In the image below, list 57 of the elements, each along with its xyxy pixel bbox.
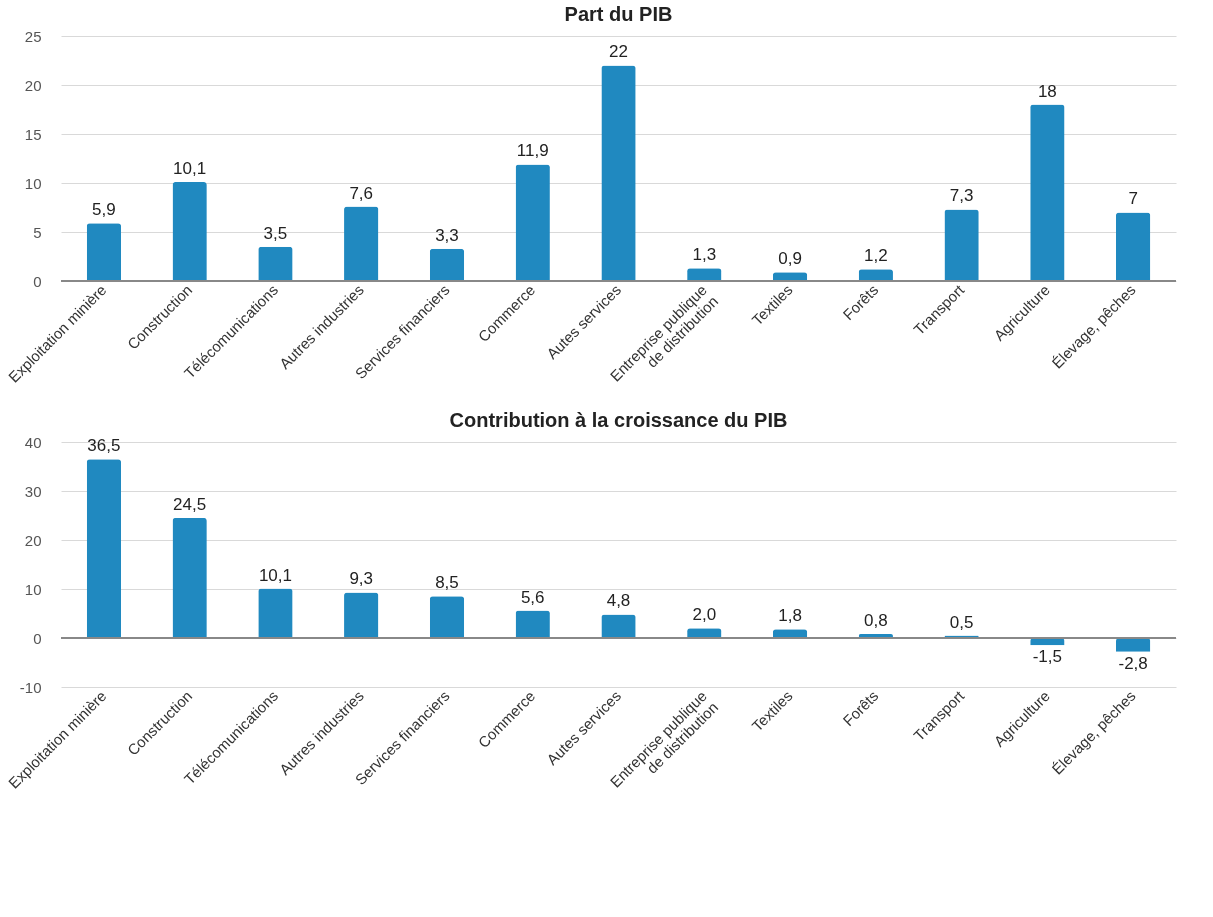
data-label: 1,3 (692, 245, 717, 265)
data-label: 0,9 (778, 249, 802, 269)
data-label: -2,8 (1118, 653, 1148, 673)
data-label: -1,5 (1032, 647, 1062, 667)
data-label: 5,6 (520, 587, 545, 607)
bar (1030, 104, 1065, 281)
bar (515, 164, 550, 281)
bar (1115, 212, 1151, 281)
data-label: 1,2 (863, 246, 888, 266)
data-label: 10,1 (173, 159, 207, 179)
y-tick-label: 5 (33, 223, 42, 241)
y-tick-label: 25 (24, 27, 42, 45)
data-label: 4,8 (606, 591, 631, 611)
data-label: 24,5 (173, 494, 207, 514)
data-label: 7,6 (349, 183, 374, 203)
data-label: 1,8 (778, 606, 802, 626)
data-label: 2,0 (692, 605, 717, 625)
data-label: 3,5 (263, 223, 288, 243)
chart-title: Part du PIB (564, 3, 673, 25)
y-tick-label: 10 (24, 174, 42, 192)
bar (86, 459, 122, 638)
data-label: 5,9 (92, 200, 116, 220)
bar (172, 182, 207, 281)
data-label: 9,3 (349, 569, 374, 589)
data-label: 22 (609, 42, 628, 62)
y-tick-label: 20 (24, 531, 42, 549)
y-tick-label: 40 (24, 433, 42, 451)
data-label: 8,5 (435, 573, 459, 593)
data-label: 11,9 (516, 141, 549, 161)
bar (944, 209, 979, 281)
data-label: 7 (1128, 189, 1138, 209)
y-tick-label: 10 (24, 580, 42, 598)
bar (258, 246, 293, 281)
y-tick-label: 20 (24, 76, 42, 94)
bar (515, 610, 550, 638)
bar (429, 248, 465, 281)
y-tick-label: 0 (33, 272, 42, 290)
bar (172, 517, 207, 638)
bar (344, 206, 379, 281)
bar (344, 592, 379, 638)
bar (429, 596, 465, 638)
y-tick-label: -10 (19, 678, 42, 696)
y-tick-label: 0 (33, 629, 42, 647)
data-label: 18 (1037, 81, 1057, 101)
data-label: 0,8 (863, 611, 888, 631)
y-tick-label: 15 (24, 125, 42, 143)
bar (601, 614, 636, 638)
bar (601, 65, 636, 281)
bar (86, 223, 122, 281)
data-label: 10,1 (258, 565, 292, 585)
data-label: 36,5 (87, 436, 121, 456)
data-label: 3,3 (435, 225, 459, 245)
data-label: 0,5 (949, 612, 974, 632)
data-label: 7,3 (949, 186, 974, 206)
chart-title: Contribution à la croissance du PIB (449, 409, 788, 431)
bar (258, 588, 293, 638)
y-tick-label: 30 (24, 482, 42, 500)
